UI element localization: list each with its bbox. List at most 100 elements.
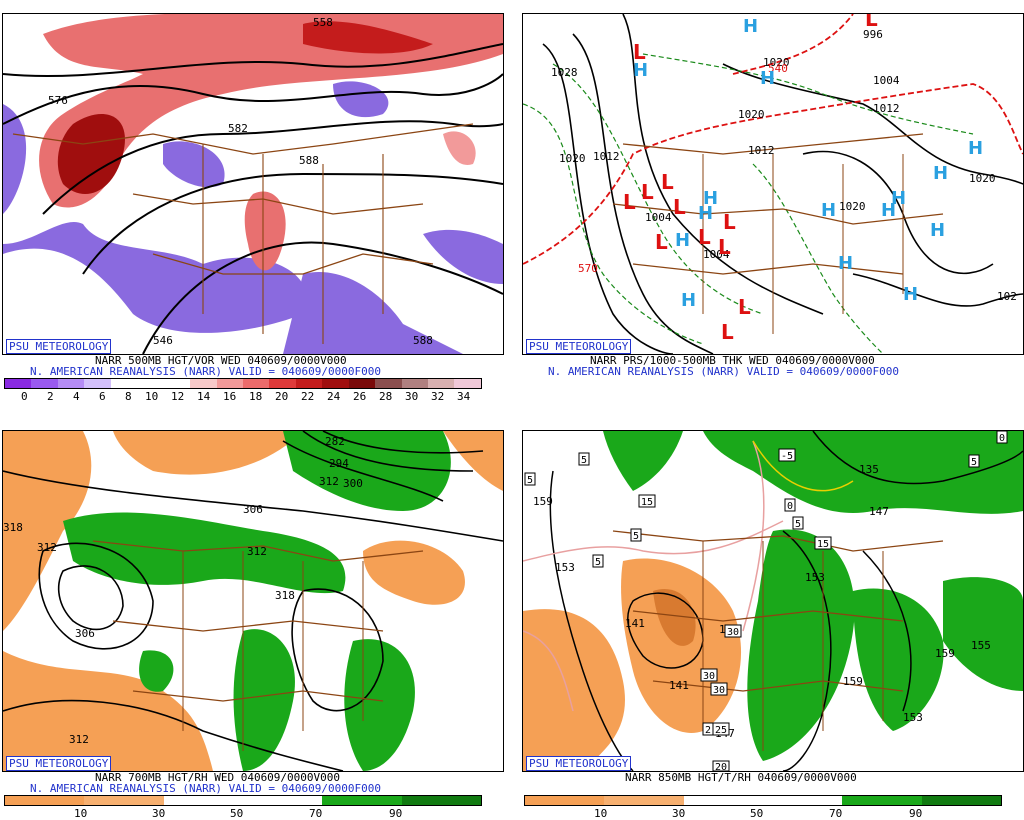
vorticity-colorbar [4, 378, 482, 389]
moist-region [747, 529, 855, 761]
colorbar-tick: 8 [125, 390, 132, 403]
negative-vorticity-region [163, 141, 225, 188]
high-pressure-marker: H [968, 138, 983, 159]
colorbar-tick: 30 [672, 807, 686, 820]
low-pressure-marker: L [738, 295, 751, 319]
isobar-label: 1012 [873, 102, 900, 115]
contour-label: 141 [669, 679, 689, 692]
isobar-label: 1020 [839, 200, 866, 213]
colorbar-tick: 90 [389, 807, 403, 820]
thickness-label: 570 [578, 262, 598, 275]
rh-colorbar-850mb [524, 795, 1002, 806]
temperature-box: 15 [641, 497, 653, 508]
panel-pressure-thickness: 1028 1020 1012 1020 1012 1004 1012 1004 … [522, 13, 1024, 355]
contour-label: 155 [971, 639, 991, 652]
negative-vorticity-region [333, 81, 389, 118]
contour-label: 282 [325, 435, 345, 448]
low-pressure-marker: L [641, 180, 654, 204]
rh-850mb-map: 159 153 135 147 153 159 155 159 153 141 … [523, 431, 1023, 771]
low-pressure-marker: L [633, 40, 646, 64]
isobar-label: 1004 [645, 211, 672, 224]
colorbar-tick: 30 [405, 390, 419, 403]
high-pressure-marker: H [838, 253, 853, 274]
colorbar-tick: 2 [47, 390, 54, 403]
low-pressure-marker: L [655, 230, 668, 254]
temperature-box: 2 [705, 725, 711, 736]
contour-label: 153 [903, 711, 923, 724]
isobar-label: 102 [997, 290, 1017, 303]
rh-colorbar-700mb [4, 795, 482, 806]
contour-label: 312 [37, 541, 57, 554]
panel-700mb-rh: 318 312 306 312 306 312 318 294 282 300 … [2, 430, 504, 772]
positive-vorticity-region [303, 21, 433, 54]
colorbar-tick: 90 [909, 807, 923, 820]
contour-label: 312 [247, 545, 267, 558]
contour-label: 312 [69, 733, 89, 746]
high-pressure-marker: H [633, 60, 648, 81]
contour-label: 312 [319, 475, 339, 488]
contour-label: 558 [313, 16, 333, 29]
low-pressure-marker: L [661, 170, 674, 194]
negative-vorticity-region [3, 104, 27, 214]
contour-label: 588 [299, 154, 319, 167]
pressure-map: 1028 1020 1012 1020 1012 1004 1012 1004 … [523, 14, 1023, 354]
moist-region [943, 577, 1023, 691]
low-pressure-marker: L [673, 195, 686, 219]
panel-500mb-vorticity: 576 558 582 588 588 546 PSU METEOROLOGY [2, 13, 504, 355]
colorbar-tick: 22 [301, 390, 315, 403]
high-pressure-marker: H [698, 203, 713, 224]
colorbar-tick: 20 [275, 390, 289, 403]
colorbar-tick: 16 [223, 390, 237, 403]
watermark: PSU METEOROLOGY [6, 756, 112, 771]
high-pressure-marker: H [681, 290, 696, 311]
colorbar-tick: 26 [353, 390, 367, 403]
reanalysis-label: N. AMERICAN REANALYSIS (NARR) VALID = 04… [30, 782, 381, 795]
contour-label: 159 [533, 495, 553, 508]
colorbar-tick: 28 [379, 390, 393, 403]
temperature-box: 30 [727, 627, 739, 638]
contour-label: 546 [153, 334, 173, 347]
colorbar-tick: 30 [152, 807, 166, 820]
colorbar-tick: 14 [197, 390, 211, 403]
isobar-label: 1020 [738, 108, 765, 121]
contour-label: 159 [843, 675, 863, 688]
temperature-box: 5 [633, 531, 639, 542]
isobar-label: 1020 [559, 152, 586, 165]
watermark: PSU METEOROLOGY [6, 339, 112, 354]
temperature-box: 5 [595, 557, 601, 568]
high-pressure-marker: H [933, 163, 948, 184]
colorbar-tick: 10 [145, 390, 159, 403]
high-pressure-marker: H [760, 68, 775, 89]
thickness-label: 540 [768, 62, 788, 75]
moist-region [283, 431, 451, 511]
isobar-label: 1012 [748, 144, 775, 157]
low-pressure-marker: L [865, 14, 878, 31]
isobar-label: 1004 [703, 248, 730, 261]
isobar-label: 996 [863, 28, 883, 41]
negative-vorticity-region [283, 272, 463, 354]
contour-label: 588 [413, 334, 433, 347]
low-pressure-marker: L [723, 210, 736, 234]
moist-region [853, 588, 944, 731]
positive-vorticity-region [244, 191, 286, 271]
vorticity-map: 576 558 582 588 588 546 [3, 14, 503, 354]
temperature-box: 20 [715, 762, 727, 771]
colorbar-tick: 18 [249, 390, 263, 403]
colorbar-tick: 50 [750, 807, 764, 820]
negative-vorticity-region [423, 229, 503, 284]
temperature-box: 5 [581, 455, 587, 466]
low-pressure-marker: L [721, 320, 734, 344]
colorbar-tick: 34 [457, 390, 471, 403]
reanalysis-label: N. AMERICAN REANALYSIS (NARR) VALID = 04… [30, 365, 381, 378]
high-pressure-marker: H [930, 220, 945, 241]
high-pressure-marker: H [903, 284, 918, 305]
contour-label: 141 [625, 617, 645, 630]
high-pressure-marker: H [703, 188, 718, 209]
high-pressure-marker: H [675, 230, 690, 251]
contour-label: 159 [935, 647, 955, 660]
moist-region [139, 650, 174, 692]
contour-label: 318 [275, 589, 295, 602]
low-pressure-marker: L [718, 235, 731, 259]
panel-title-500mb: NARR 500MB HGT/VOR WED 040609/0000V000 [95, 354, 347, 367]
contour-label: 306 [243, 503, 263, 516]
